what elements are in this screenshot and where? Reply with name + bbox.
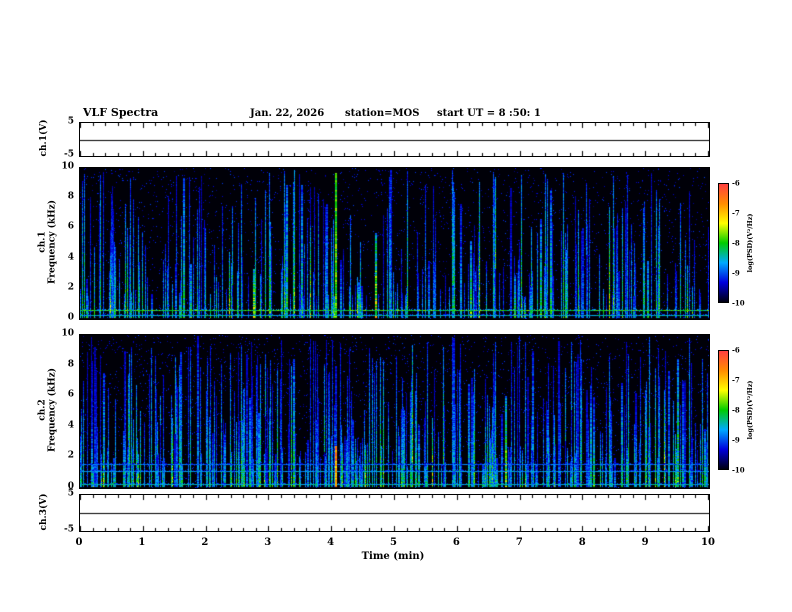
ch2-spectrogram-label-line2: Frequency (kHz)	[48, 367, 58, 453]
tick-label: 10	[61, 161, 74, 172]
ch1-spectrogram-label-line1: ch.1	[37, 231, 48, 253]
figure-title: VLF Spectra	[83, 106, 159, 119]
colorbar-ch1-label: log(PSD)(V²/Hz)	[746, 213, 754, 273]
colorbar-ch1	[718, 183, 729, 303]
figure-date: Jan. 22, 2026	[250, 108, 325, 119]
tick-label: 5	[390, 537, 397, 548]
tick-label: -7	[732, 208, 740, 218]
time-axis-ticks: 0 1 2 3 4 5 6 7 8 9 10	[75, 537, 715, 549]
tick-label: 3	[264, 537, 272, 548]
tick-label: 9	[641, 537, 649, 548]
tick-label: -9	[732, 435, 740, 445]
tick-label: -5	[64, 149, 74, 160]
ch3-voltage-panel-canvas	[79, 494, 710, 532]
tick-label: -6	[732, 345, 740, 355]
tick-label: 5	[67, 116, 74, 127]
ch2-spectrogram-canvas	[79, 334, 710, 489]
colorbar-ch2-ticks: -6 -7 -8 -9 -10	[732, 345, 748, 474]
tick-label: -10	[732, 465, 745, 475]
tick-label: -6	[732, 178, 740, 188]
tick-label: 8	[67, 359, 74, 370]
colorbar-ch1-ticks: -6 -7 -8 -9 -10	[732, 178, 748, 307]
ch1-voltage-panel-canvas	[79, 122, 710, 157]
tick-label: 8	[578, 537, 586, 548]
ch2-spectrogram-axis-label: ch.2 Frequency (kHz)	[38, 368, 59, 452]
tick-label: 10	[61, 328, 74, 339]
ch1-spectrogram-yticks: 10 8 6 4 2 0	[56, 162, 74, 322]
tick-label: -7	[732, 375, 740, 385]
time-axis-label: Time (min)	[361, 551, 425, 562]
tick-label: 4	[67, 420, 74, 431]
ch1-spectrogram-canvas	[79, 167, 710, 320]
ch1-spectrogram-axis-label: ch.1 Frequency (kHz)	[38, 200, 59, 284]
ch1-spectrogram-label-line2: Frequency (kHz)	[48, 199, 58, 285]
figure-start-ut: start UT = 8 :50: 1	[437, 108, 541, 119]
ch3-voltage-axis-label: ch.3(V)	[39, 493, 49, 531]
tick-label: 0	[67, 481, 74, 492]
tick-label: -8	[732, 238, 740, 248]
colorbar-ch2-label: log(PSD)(V²/Hz)	[746, 380, 754, 440]
ch2-spectrogram-label-line1: ch.2	[37, 399, 48, 421]
ch2-spectrogram-yticks: 10 8 6 4 2 0	[56, 329, 74, 491]
ch1-voltage-yticks: 5 -5	[56, 117, 74, 159]
tick-label: 6	[67, 221, 74, 232]
tick-label: -9	[732, 268, 740, 278]
tick-label: 2	[67, 282, 74, 293]
ch3-voltage-yticks: 5 -5	[56, 489, 74, 534]
tick-label: 2	[67, 450, 74, 461]
tick-label: 2	[201, 537, 209, 548]
tick-label: 5	[67, 488, 74, 499]
tick-label: -10	[732, 298, 745, 308]
figure-station: station=MOS	[345, 108, 420, 119]
tick-label: 0	[75, 537, 83, 548]
tick-label: 0	[67, 312, 74, 323]
tick-label: 10	[701, 537, 715, 548]
tick-label: 4	[327, 537, 335, 548]
ch1-voltage-axis-label: ch.1(V)	[39, 119, 49, 157]
tick-label: 6	[67, 389, 74, 400]
tick-label: 8	[67, 191, 74, 202]
colorbar-ch2	[718, 350, 729, 470]
tick-label: 4	[67, 252, 74, 263]
tick-label: 1	[138, 537, 146, 548]
tick-label: 7	[515, 537, 523, 548]
tick-label: -5	[64, 524, 74, 535]
tick-label: -8	[732, 405, 740, 415]
tick-label: 6	[452, 537, 460, 548]
